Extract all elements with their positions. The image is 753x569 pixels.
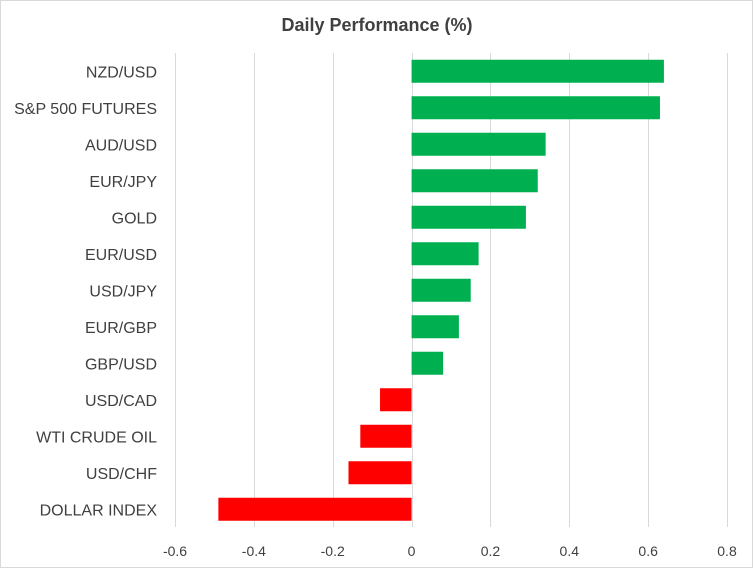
category-label: NZD/USD xyxy=(86,64,157,81)
x-tick-label: 0.4 xyxy=(560,543,580,559)
category-label: USD/CAD xyxy=(85,393,157,410)
x-tick-label: 0.2 xyxy=(481,543,501,559)
category-label: EUR/GBP xyxy=(85,320,157,337)
bar xyxy=(411,169,538,193)
x-axis-tick-labels: -0.6 -0.4 -0.2 0 0.2 0.4 0.6 0.8 xyxy=(163,543,737,559)
bars xyxy=(218,59,664,521)
bar xyxy=(411,59,664,83)
chart-title: Daily Performance (%) xyxy=(281,15,472,35)
x-tick-label: -0.6 xyxy=(163,543,187,559)
bar xyxy=(411,351,444,375)
x-tick-label: -0.4 xyxy=(242,543,266,559)
category-label: S&P 500 FUTURES xyxy=(14,101,157,118)
category-label: USD/JPY xyxy=(89,283,157,300)
category-labels: NZD/USD S&P 500 FUTURES AUD/USD EUR/JPY GOLD… xyxy=(14,64,157,519)
bar xyxy=(411,278,471,302)
bar xyxy=(411,205,526,229)
bar xyxy=(411,315,459,339)
bar xyxy=(411,242,479,266)
x-tick-label: 0.8 xyxy=(717,543,737,559)
category-label: DOLLAR INDEX xyxy=(40,502,158,519)
category-label: WTI CRUDE OIL xyxy=(36,429,157,446)
category-label: GBP/USD xyxy=(85,356,157,373)
bar xyxy=(411,132,546,156)
category-label: USD/CHF xyxy=(86,466,157,483)
gridlines xyxy=(175,53,728,527)
category-label: EUR/USD xyxy=(85,247,157,264)
category-label: GOLD xyxy=(112,210,157,227)
bar xyxy=(218,497,412,521)
x-tick-label: 0.6 xyxy=(638,543,658,559)
bar xyxy=(360,424,412,448)
bar xyxy=(348,461,412,485)
category-label: AUD/USD xyxy=(85,137,157,154)
x-tick-label: -0.2 xyxy=(321,543,345,559)
x-tick-label: 0 xyxy=(408,543,416,559)
bar xyxy=(380,388,412,412)
category-label: EUR/JPY xyxy=(89,174,157,191)
bar xyxy=(411,96,660,120)
